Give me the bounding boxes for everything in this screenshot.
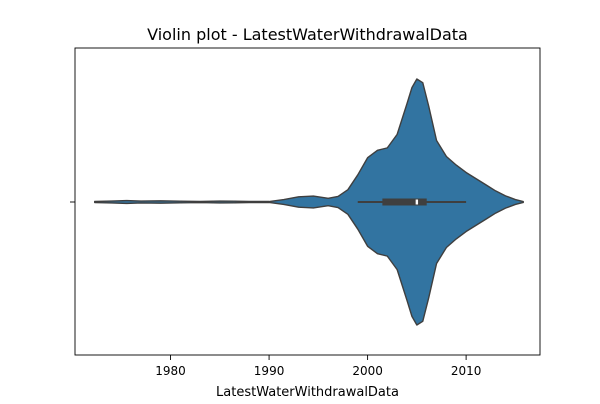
violin-body [94,78,524,326]
violin-layer [94,78,524,326]
x-axis: 1980 1990 2000 2010 [155,355,481,378]
x-tick-label: 1980 [155,364,186,378]
box-median [415,199,419,205]
x-tick-label: 2010 [451,364,482,378]
box-iqr [382,198,427,206]
plot-frame [74,47,541,356]
x-tick-label: 2000 [352,364,383,378]
box-layer [357,198,467,206]
x-tick-label: 1990 [254,364,285,378]
x-axis-label: LatestWaterWithdrawalData [216,385,399,400]
chart-title: Violin plot - LatestWaterWithdrawalData [147,25,468,44]
